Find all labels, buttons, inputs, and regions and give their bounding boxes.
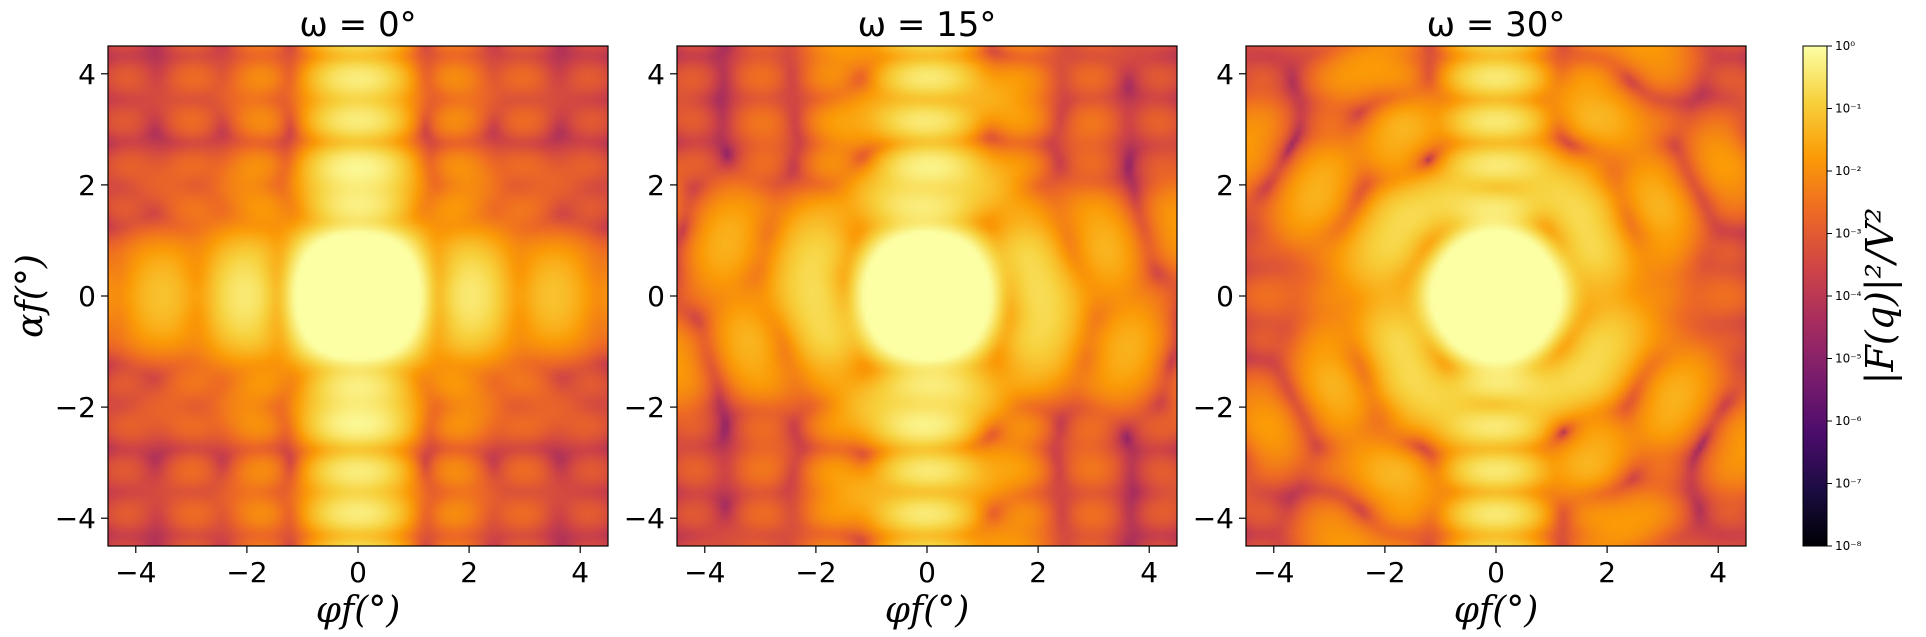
heatmap-panel-1: ω = 0° −4 −2 0 2 4 4 2 0 −2 −4 φf(°) αf(°) [10,5,609,631]
x-tick-label: 0 [1487,556,1505,589]
x-tick-label: 2 [1598,556,1616,589]
colorbar-tick-label: 10⁻² [1835,164,1862,178]
colorbar-tick-label: 10⁰ [1835,39,1855,53]
colorbar-gradient [1802,45,1828,547]
colorbar-tick-label: 10⁻⁷ [1835,477,1862,491]
y-tick-label: −2 [1193,391,1234,424]
y-tick-label: 0 [1216,280,1234,313]
colorbar-tick-label: 10⁻³ [1835,227,1862,241]
colorbar-tick-label: 10⁻⁴ [1835,289,1862,303]
y-tick-label: −2 [624,391,665,424]
colorbar-tick-label: 10⁻⁸ [1835,539,1862,553]
panel-title: ω = 30° [1427,5,1566,45]
heatmap-panel-3: ω = 30° −4 −2 0 2 4 4 2 0 −2 −4 φf(°) [1193,5,1747,631]
colorbar-tick-label: 10⁻⁵ [1835,352,1862,366]
y-tick-label: 2 [1216,169,1234,202]
x-tick-label: −2 [1364,556,1405,589]
x-tick-label: 0 [918,556,936,589]
panel-title: ω = 0° [299,5,416,45]
y-tick-label: −4 [624,502,665,535]
x-tick-label: −2 [795,556,836,589]
y-tick-label: −4 [55,502,96,535]
x-tick-label: −4 [115,556,156,589]
y-tick-label: 4 [647,58,665,91]
x-axis-label: φf(°) [1454,590,1539,631]
heatmap-image-1 [108,46,608,546]
colorbar: 10⁻⁸ 10⁻⁷ 10⁻⁶ 10⁻⁵ 10⁻⁴ 10⁻³ 10⁻² 10⁻¹ 10⁰ |F(q… [1802,39,1902,553]
x-tick-label: 2 [1029,556,1047,589]
heatmap-panel-2: ω = 15° −4 −2 0 2 4 4 2 0 −2 −4 φf(°) [624,5,1178,631]
x-axis-label: φf(°) [316,590,401,631]
heatmap-image-2 [677,46,1177,546]
y-tick-label: 0 [647,280,665,313]
colorbar-tick-label: 10⁻¹ [1835,102,1862,116]
colorbar-tick-label: 10⁻⁶ [1835,414,1862,428]
x-axis-label: φf(°) [885,590,970,631]
panel-title: ω = 15° [858,5,997,45]
y-tick-label: 0 [78,280,96,313]
x-tick-label: −4 [684,556,725,589]
x-tick-label: 4 [1709,556,1727,589]
y-tick-label: −4 [1193,502,1234,535]
y-tick-label: 2 [647,169,665,202]
y-tick-label: −2 [55,391,96,424]
y-axis-label: αf(°) [10,254,51,338]
x-tick-label: 0 [349,556,367,589]
x-tick-label: 4 [1140,556,1158,589]
y-tick-label: 4 [1216,58,1234,91]
y-tick-label: 2 [78,169,96,202]
x-tick-label: 4 [571,556,589,589]
colorbar-label: |F(q)|²/V² [1858,208,1902,385]
heatmap-image-3 [1246,46,1746,546]
x-tick-label: −4 [1253,556,1294,589]
x-tick-label: 2 [460,556,478,589]
x-tick-label: −2 [226,556,267,589]
y-tick-label: 4 [78,58,96,91]
